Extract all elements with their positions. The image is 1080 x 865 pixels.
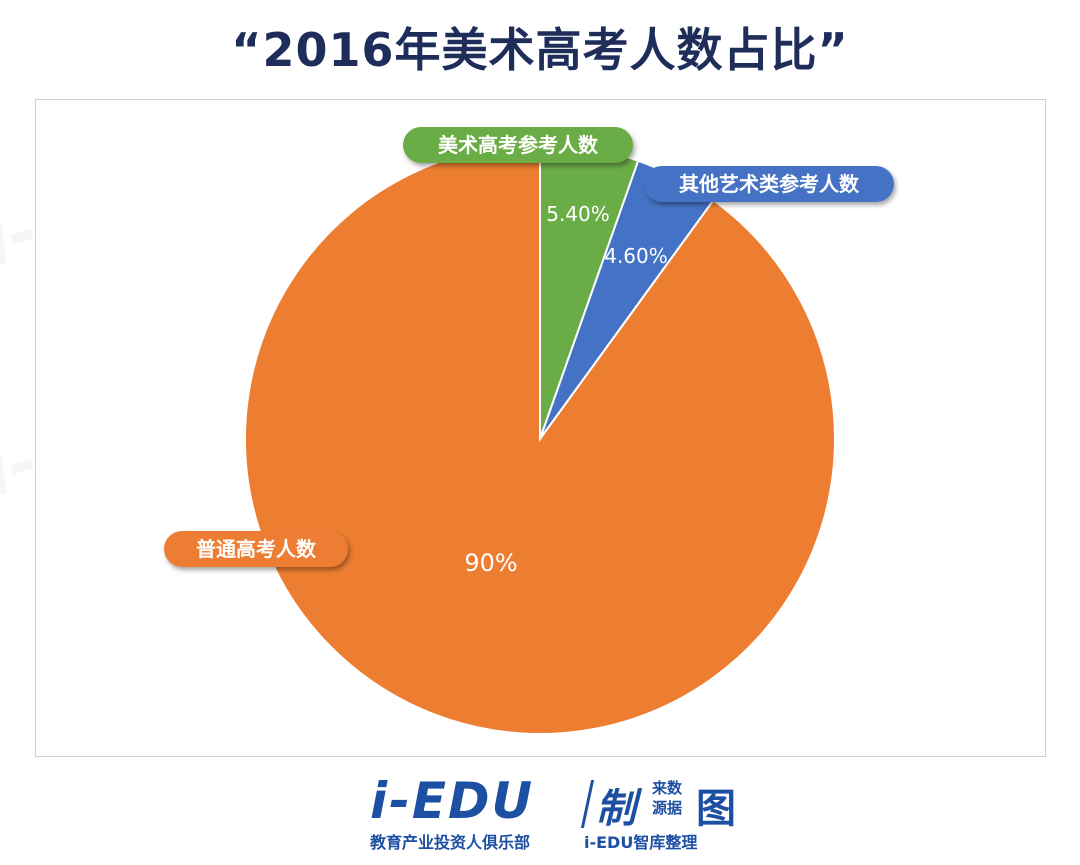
- logo-zhi: 制: [596, 786, 636, 832]
- data-label: 4.60%: [604, 244, 668, 268]
- logo-divider: [580, 780, 595, 828]
- data-label: 90%: [464, 549, 517, 577]
- logo-small-text: 来数 源据: [642, 778, 692, 818]
- logo-small-top: 来数: [651, 779, 682, 797]
- category-label-box: [164, 531, 348, 567]
- logo-subtitle-right: i-EDU智库整理: [584, 833, 698, 852]
- category-label-text: 美术高考参考人数: [438, 133, 599, 157]
- logo-subtitle-left: 教育产业投资人俱乐部: [370, 833, 531, 852]
- category-label: 美术高考参考人数: [403, 127, 633, 163]
- logo-tu: 图: [696, 786, 736, 832]
- category-label: 普通高考人数: [164, 531, 348, 567]
- category-label-box: [403, 127, 633, 163]
- category-label: 其他艺术类参考人数: [644, 166, 894, 202]
- category-label-text: 其他艺术类参考人数: [679, 172, 860, 196]
- category-label-text: 普通高考人数: [196, 537, 317, 561]
- category-label-box: [644, 166, 894, 202]
- chart-title: “2016年美术高考人数占比”: [231, 23, 849, 77]
- footer-logo: i-EDU 制 来数 源据 图 教育产业投资人俱乐部 i-EDU智库整理: [370, 772, 770, 857]
- data-label: 5.40%: [546, 202, 610, 226]
- logo-small-bottom: 源据: [651, 799, 682, 817]
- logo-text: i-EDU: [370, 772, 535, 830]
- pie-slice: [244, 142, 836, 735]
